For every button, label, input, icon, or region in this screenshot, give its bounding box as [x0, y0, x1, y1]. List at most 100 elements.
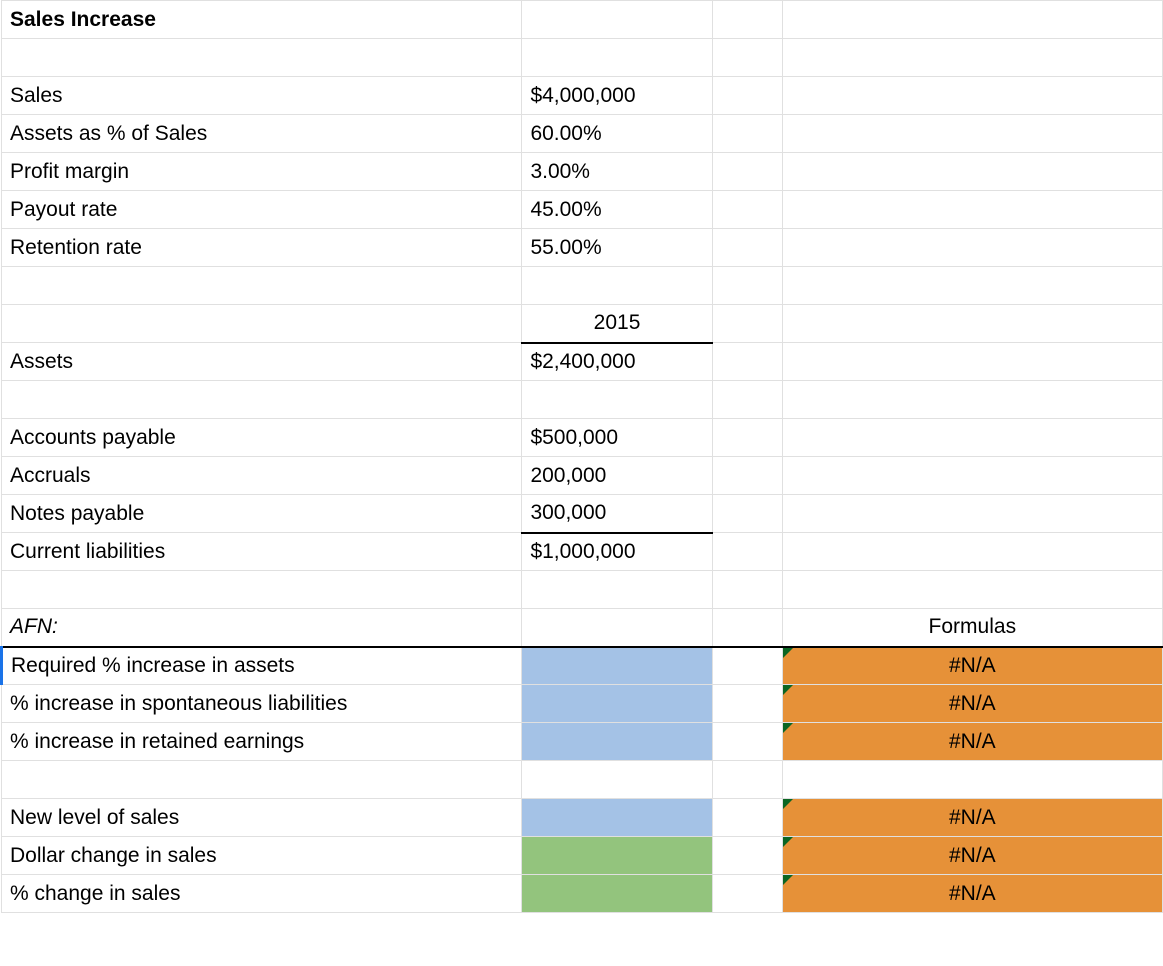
- row-blank[interactable]: [2, 381, 1163, 419]
- cell[interactable]: [782, 457, 1162, 495]
- row-afn-6[interactable]: Dollar change in sales #N/A: [2, 837, 1163, 875]
- cell-label[interactable]: Notes payable: [2, 495, 522, 533]
- cell-label[interactable]: Assets: [2, 343, 522, 381]
- cell[interactable]: [712, 419, 782, 457]
- cell-label[interactable]: Retention rate: [2, 229, 522, 267]
- cell[interactable]: [782, 419, 1162, 457]
- cell-value[interactable]: 45.00%: [522, 191, 712, 229]
- cell[interactable]: [2, 39, 522, 77]
- cell[interactable]: [712, 115, 782, 153]
- cell[interactable]: [782, 343, 1162, 381]
- row-afn-5[interactable]: New level of sales #N/A: [2, 799, 1163, 837]
- cell[interactable]: [712, 1, 782, 39]
- cell-formula[interactable]: #N/A: [782, 837, 1162, 875]
- cell[interactable]: [782, 191, 1162, 229]
- cell[interactable]: [522, 571, 712, 609]
- cell-label[interactable]: Required % increase in assets: [2, 647, 522, 685]
- cell[interactable]: [2, 571, 522, 609]
- row-header[interactable]: Sales Increase: [2, 1, 1163, 39]
- cell-input-blue[interactable]: [522, 723, 712, 761]
- cell-formula[interactable]: #N/A: [782, 799, 1162, 837]
- cell[interactable]: [2, 267, 522, 305]
- cell[interactable]: [712, 647, 782, 685]
- cell-input-green[interactable]: [522, 837, 712, 875]
- cell-value[interactable]: $500,000: [522, 419, 712, 457]
- cell[interactable]: [522, 761, 712, 799]
- row-afn-header[interactable]: AFN: Formulas: [2, 609, 1163, 647]
- cell[interactable]: [712, 761, 782, 799]
- cell[interactable]: [712, 723, 782, 761]
- cell-label[interactable]: % increase in retained earnings: [2, 723, 522, 761]
- cell[interactable]: [712, 571, 782, 609]
- cell[interactable]: [522, 267, 712, 305]
- cell-value[interactable]: $4,000,000: [522, 77, 712, 115]
- cell[interactable]: [712, 457, 782, 495]
- row-notes-payable[interactable]: Notes payable 300,000: [2, 495, 1163, 533]
- cell[interactable]: [782, 1, 1162, 39]
- cell[interactable]: [782, 153, 1162, 191]
- cell-label[interactable]: Dollar change in sales: [2, 837, 522, 875]
- cell-formulas-header[interactable]: Formulas: [782, 609, 1162, 647]
- cell-label[interactable]: Current liabilities: [2, 533, 522, 571]
- cell-input-green[interactable]: [522, 875, 712, 913]
- cell-value[interactable]: 60.00%: [522, 115, 712, 153]
- cell-afn-label[interactable]: AFN:: [2, 609, 522, 647]
- row-current-liabilities[interactable]: Current liabilities $1,000,000: [2, 533, 1163, 571]
- cell[interactable]: [782, 267, 1162, 305]
- cell[interactable]: [712, 609, 782, 647]
- cell-label[interactable]: Accruals: [2, 457, 522, 495]
- cell[interactable]: [782, 381, 1162, 419]
- cell[interactable]: [712, 343, 782, 381]
- cell-title[interactable]: Sales Increase: [2, 1, 522, 39]
- cell[interactable]: [712, 685, 782, 723]
- cell[interactable]: [522, 39, 712, 77]
- cell[interactable]: [522, 381, 712, 419]
- row-accruals[interactable]: Accruals 200,000: [2, 457, 1163, 495]
- row-blank[interactable]: [2, 39, 1163, 77]
- cell[interactable]: [782, 115, 1162, 153]
- row-sales[interactable]: Sales $4,000,000: [2, 77, 1163, 115]
- cell[interactable]: [782, 305, 1162, 343]
- row-accounts-payable[interactable]: Accounts payable $500,000: [2, 419, 1163, 457]
- cell[interactable]: [712, 875, 782, 913]
- cell-formula[interactable]: #N/A: [782, 685, 1162, 723]
- cell[interactable]: [712, 191, 782, 229]
- cell-formula[interactable]: #N/A: [782, 875, 1162, 913]
- cell[interactable]: [782, 39, 1162, 77]
- cell-value[interactable]: 200,000: [522, 457, 712, 495]
- row-afn-3[interactable]: % increase in retained earnings #N/A: [2, 723, 1163, 761]
- row-afn-1[interactable]: Required % increase in assets #N/A: [2, 647, 1163, 685]
- row-year-header[interactable]: 2015: [2, 305, 1163, 343]
- cell[interactable]: [712, 39, 782, 77]
- cell[interactable]: [712, 267, 782, 305]
- cell[interactable]: [712, 495, 782, 533]
- cell[interactable]: [782, 761, 1162, 799]
- cell-label[interactable]: Sales: [2, 77, 522, 115]
- cell[interactable]: [712, 229, 782, 267]
- cell-label[interactable]: Payout rate: [2, 191, 522, 229]
- row-blank[interactable]: [2, 761, 1163, 799]
- cell-input-blue[interactable]: [522, 685, 712, 723]
- cell[interactable]: [712, 533, 782, 571]
- cell[interactable]: [522, 1, 712, 39]
- cell[interactable]: [712, 77, 782, 115]
- cell[interactable]: [782, 77, 1162, 115]
- cell-value[interactable]: 55.00%: [522, 229, 712, 267]
- cell-input-blue[interactable]: [522, 799, 712, 837]
- cell-value[interactable]: $1,000,000: [522, 533, 712, 571]
- row-afn-7[interactable]: % change in sales #N/A: [2, 875, 1163, 913]
- cell-label[interactable]: Assets as % of Sales: [2, 115, 522, 153]
- cell-value[interactable]: $2,400,000: [522, 343, 712, 381]
- cell[interactable]: [712, 837, 782, 875]
- cell[interactable]: [712, 799, 782, 837]
- cell[interactable]: [782, 571, 1162, 609]
- cell[interactable]: [712, 381, 782, 419]
- cell-formula[interactable]: #N/A: [782, 723, 1162, 761]
- row-blank[interactable]: [2, 267, 1163, 305]
- cell[interactable]: [712, 305, 782, 343]
- row-profit-margin[interactable]: Profit margin 3.00%: [2, 153, 1163, 191]
- cell-label[interactable]: Accounts payable: [2, 419, 522, 457]
- spreadsheet-table[interactable]: Sales Increase Sales $4,000,000 Assets a…: [0, 0, 1163, 913]
- cell[interactable]: [782, 495, 1162, 533]
- cell[interactable]: [712, 153, 782, 191]
